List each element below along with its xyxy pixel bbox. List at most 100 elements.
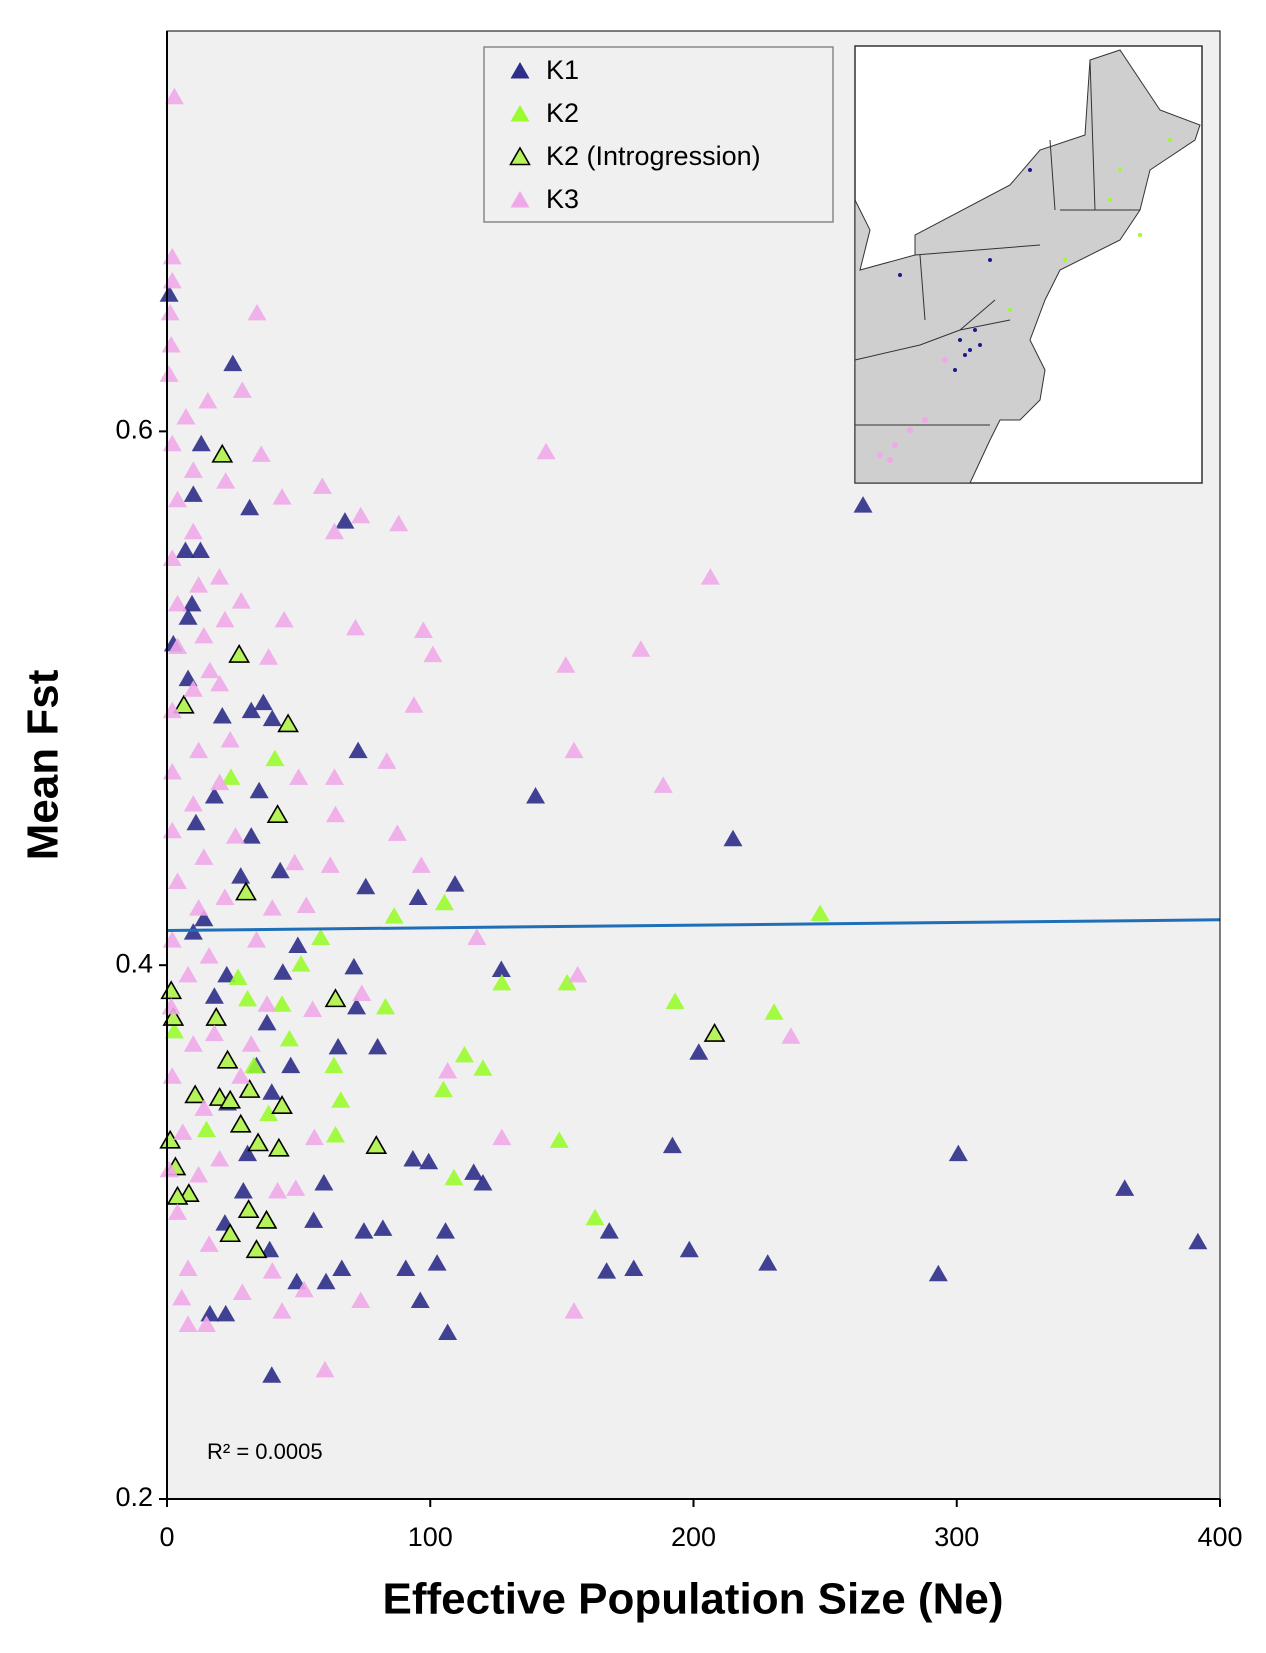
point [568, 965, 588, 983]
point [266, 804, 289, 824]
point [410, 1291, 430, 1308]
point [679, 1240, 699, 1258]
point [183, 522, 203, 540]
point [217, 965, 237, 983]
point [419, 1152, 439, 1170]
point [231, 1067, 251, 1084]
point [211, 443, 234, 463]
point [473, 1174, 493, 1191]
point [387, 824, 407, 841]
point [348, 741, 368, 759]
point [215, 610, 235, 628]
point [216, 472, 236, 489]
point [231, 592, 251, 609]
point [389, 514, 409, 532]
point [237, 1199, 260, 1219]
point [168, 490, 188, 508]
point [723, 829, 743, 847]
point [189, 741, 209, 759]
point [189, 576, 209, 593]
legend-marker [510, 62, 530, 79]
point [253, 693, 273, 711]
x-tick-label: 100 [408, 1522, 453, 1552]
point [241, 701, 261, 719]
point [183, 461, 203, 478]
point [328, 1037, 348, 1055]
point [311, 928, 331, 945]
point [200, 1304, 220, 1322]
point [597, 1262, 617, 1279]
point [324, 1056, 344, 1074]
point [210, 1150, 230, 1167]
point [304, 1211, 324, 1228]
legend-marker [509, 146, 531, 166]
point [320, 856, 340, 873]
point [200, 661, 220, 679]
point [526, 787, 546, 804]
point [194, 1099, 214, 1116]
point [268, 1182, 288, 1199]
point [255, 1209, 278, 1229]
point [377, 752, 397, 769]
point [564, 1302, 584, 1319]
point [189, 899, 209, 916]
legend-label: K1 [546, 55, 579, 85]
point [251, 445, 271, 462]
point [262, 1366, 282, 1383]
point [324, 522, 344, 540]
point [352, 984, 372, 1002]
annotation: R² = 0.0005 [207, 1439, 323, 1464]
point [219, 1223, 242, 1243]
point [212, 706, 232, 724]
y-tick-label: 0.2 [115, 1482, 153, 1512]
point [413, 621, 433, 639]
point [557, 973, 577, 991]
point [204, 987, 224, 1004]
point [196, 1315, 216, 1333]
point [948, 1144, 968, 1162]
point [262, 1262, 282, 1279]
point [199, 1235, 219, 1252]
point [304, 1128, 324, 1146]
legend-marker [510, 191, 530, 208]
point [164, 87, 184, 105]
point [194, 626, 214, 644]
inset-map [854, 45, 1203, 484]
point [164, 1021, 184, 1039]
point [1188, 1232, 1208, 1250]
point [196, 1120, 216, 1138]
point [373, 1219, 393, 1236]
x-tick-label: 300 [934, 1522, 979, 1552]
point [267, 1137, 290, 1157]
point [296, 896, 316, 913]
map-k3-dots [877, 357, 948, 463]
point [427, 1254, 447, 1271]
point [168, 1203, 188, 1220]
point [285, 853, 305, 871]
point [194, 848, 214, 865]
point [247, 303, 267, 321]
point [312, 477, 332, 494]
point [216, 1049, 239, 1069]
legend-box [483, 46, 834, 223]
legend-label: K3 [546, 184, 579, 214]
point [324, 988, 347, 1008]
point [281, 1056, 301, 1074]
x-tick-label: 0 [159, 1522, 174, 1552]
point [325, 1126, 345, 1143]
point [331, 1091, 351, 1108]
point [273, 963, 293, 980]
point [438, 1061, 458, 1079]
point [354, 1222, 374, 1239]
point [210, 773, 230, 791]
point [178, 965, 198, 983]
point [244, 1056, 264, 1074]
point [325, 805, 345, 823]
point [262, 1083, 282, 1100]
point [221, 768, 241, 785]
legend-marker [510, 105, 530, 122]
point [853, 496, 873, 513]
point [464, 1163, 484, 1180]
point [436, 1222, 456, 1239]
